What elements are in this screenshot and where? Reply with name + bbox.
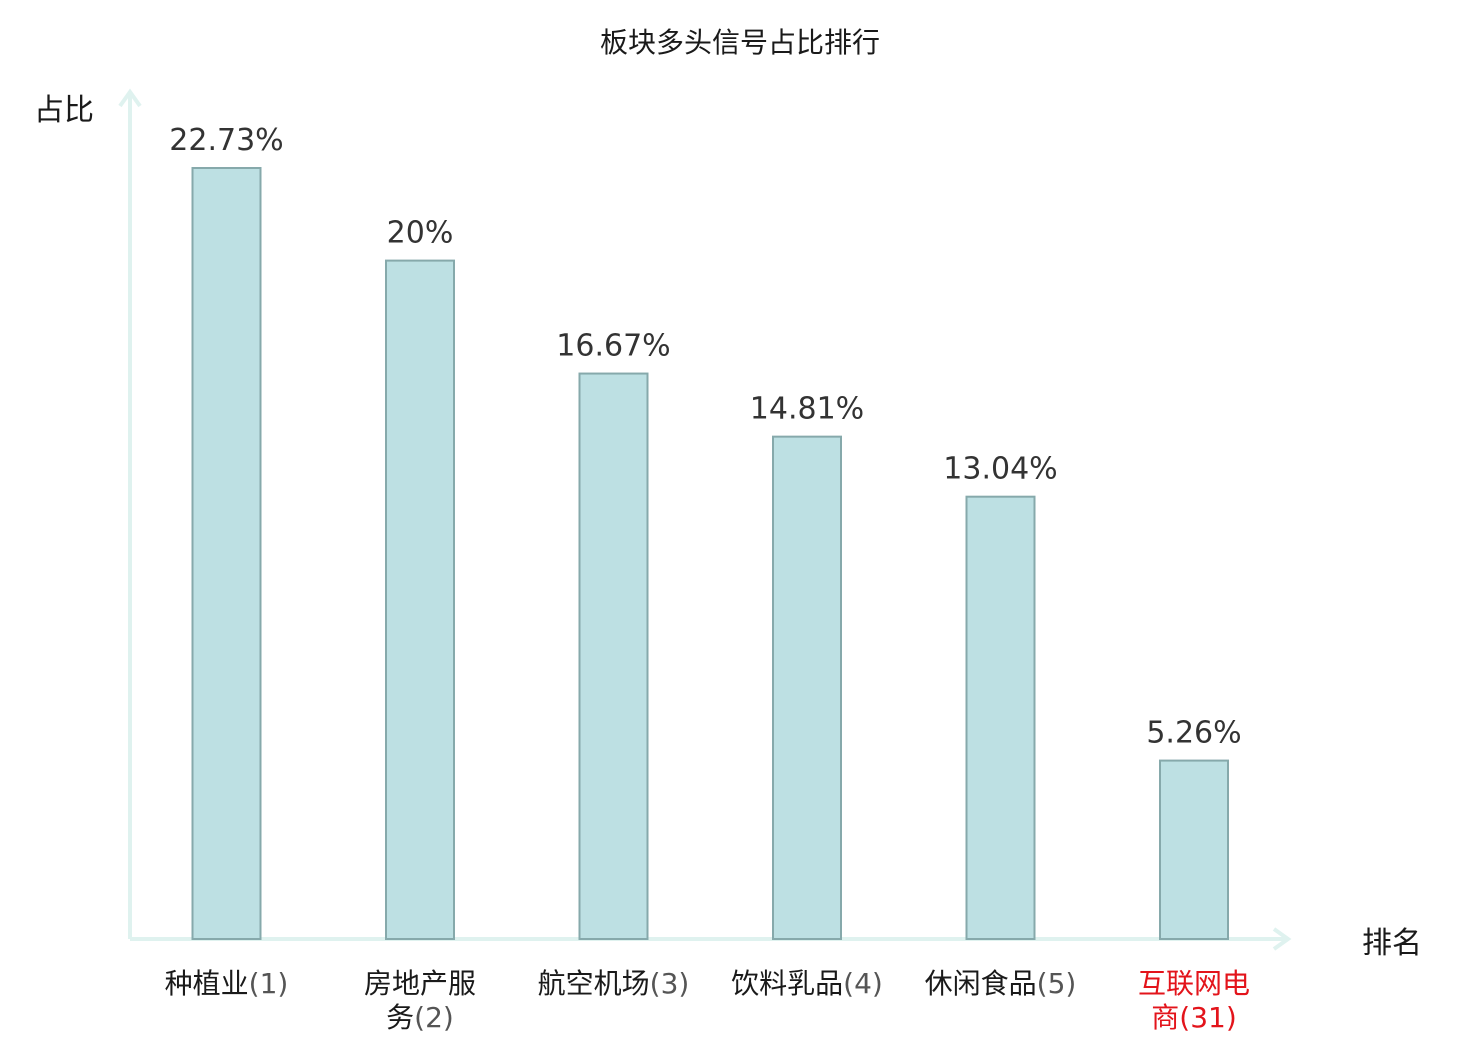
- category-name: 务: [386, 1001, 414, 1034]
- y-axis-label: 占比: [34, 93, 94, 128]
- category-name: 互联网电: [1138, 967, 1250, 1000]
- category-name: 种植业: [165, 967, 249, 1000]
- category-name: 饮料乳品: [731, 967, 843, 1000]
- value-label: 13.04%: [943, 452, 1057, 487]
- bar: [385, 259, 455, 941]
- category-label: 种植业(1): [165, 967, 289, 1000]
- x-axis-arrow: [1272, 927, 1292, 951]
- category-rank: (31): [1179, 1001, 1236, 1034]
- bar: [965, 495, 1036, 940]
- value-labels: 22.73% 20% 16.67% 14.81% 13.04% 5.26%: [169, 123, 1241, 751]
- value-label: 22.73%: [169, 123, 283, 158]
- value-label: 14.81%: [750, 392, 864, 427]
- bar: [772, 435, 842, 940]
- category-rank: (5): [1037, 967, 1077, 1000]
- axes: [118, 88, 1292, 951]
- value-label: 5.26%: [1146, 716, 1241, 751]
- value-label: 16.67%: [556, 329, 670, 364]
- y-axis-arrow: [118, 88, 142, 108]
- category-name: 房地产服: [364, 967, 476, 1000]
- bar: [1159, 759, 1229, 940]
- category-label: 航空机场(3): [538, 967, 690, 1000]
- bar: [191, 167, 262, 940]
- category-rank: (1): [249, 967, 289, 1000]
- bar: [578, 372, 649, 941]
- category-rank: (3): [650, 967, 690, 1000]
- x-axis-label: 排名: [1362, 926, 1422, 961]
- category-name: 商: [1151, 1001, 1179, 1034]
- category-label: 商(31): [1151, 1001, 1237, 1034]
- category-name: 航空机场: [538, 967, 650, 1000]
- category-label: 饮料乳品(4): [731, 967, 883, 1000]
- category-name: 休闲食品: [925, 967, 1037, 1000]
- value-label: 20%: [387, 216, 454, 251]
- category-label: 房地产服: [364, 967, 476, 1000]
- category-label: 务(2): [386, 1001, 454, 1034]
- category-label: 休闲食品(5): [925, 967, 1077, 1000]
- category-rank: (4): [843, 967, 883, 1000]
- category-label: 互联网电: [1138, 967, 1250, 1000]
- chart-title: 板块多头信号占比排行: [600, 26, 880, 59]
- category-rank: (2): [414, 1001, 454, 1034]
- bars: [191, 167, 1229, 941]
